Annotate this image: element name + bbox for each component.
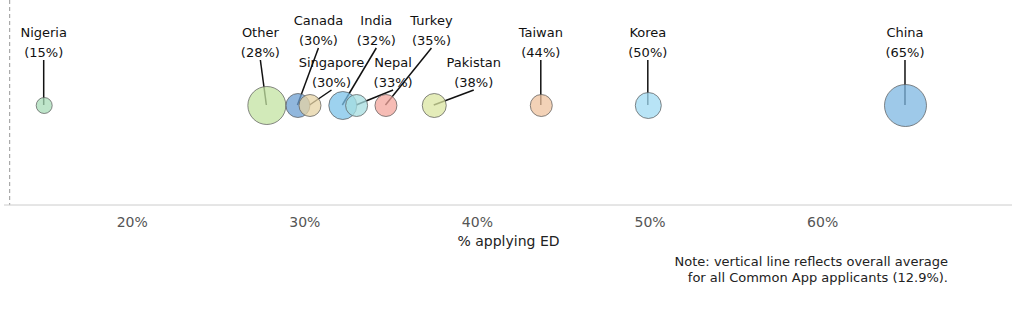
- svg-text:Korea: Korea: [629, 25, 666, 40]
- svg-text:(15%): (15%): [24, 45, 63, 60]
- svg-text:Singapore: Singapore: [299, 55, 365, 70]
- svg-text:30%: 30%: [289, 214, 320, 230]
- svg-text:Canada: Canada: [294, 13, 343, 28]
- svg-text:(30%): (30%): [312, 75, 351, 90]
- svg-text:Pakistan: Pakistan: [447, 55, 501, 70]
- svg-text:(30%): (30%): [299, 33, 338, 48]
- svg-text:Other: Other: [242, 25, 280, 40]
- svg-text:60%: 60%: [807, 214, 838, 230]
- svg-text:(38%): (38%): [454, 75, 493, 90]
- svg-text:(44%): (44%): [521, 45, 560, 60]
- svg-text:(35%): (35%): [412, 33, 451, 48]
- svg-text:Taiwan: Taiwan: [518, 25, 563, 40]
- svg-text:40%: 40%: [462, 214, 493, 230]
- svg-text:20%: 20%: [117, 214, 148, 230]
- svg-text:India: India: [360, 13, 392, 28]
- html-text:for all Common App applicants: for all Common App applicants (12.9%).: [687, 270, 948, 285]
- svg-text:(33%): (33%): [374, 75, 413, 90]
- svg-text:China: China: [886, 25, 923, 40]
- svg-text:(50%): (50%): [628, 45, 667, 60]
- svg-text:Nigeria: Nigeria: [20, 25, 67, 40]
- svg-text:% applying ED: % applying ED: [457, 233, 559, 249]
- svg-text:Nepal: Nepal: [374, 55, 412, 70]
- svg-text:50%: 50%: [634, 214, 665, 230]
- svg-text:Turkey: Turkey: [409, 13, 453, 28]
- svg-text:(28%): (28%): [241, 45, 280, 60]
- svg-text:(32%): (32%): [357, 33, 396, 48]
- html-text:Note: vertical line reflects o: Note: vertical line reflects overall ave…: [674, 254, 948, 269]
- svg-text:(65%): (65%): [885, 45, 924, 60]
